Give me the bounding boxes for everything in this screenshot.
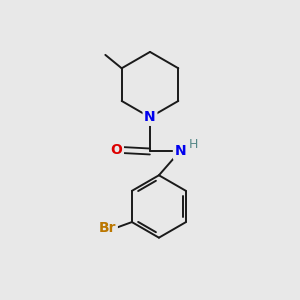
Text: N: N (175, 145, 186, 158)
Text: Br: Br (99, 221, 116, 235)
Text: N: N (144, 110, 156, 124)
Text: O: O (110, 143, 122, 157)
Text: H: H (188, 138, 198, 152)
